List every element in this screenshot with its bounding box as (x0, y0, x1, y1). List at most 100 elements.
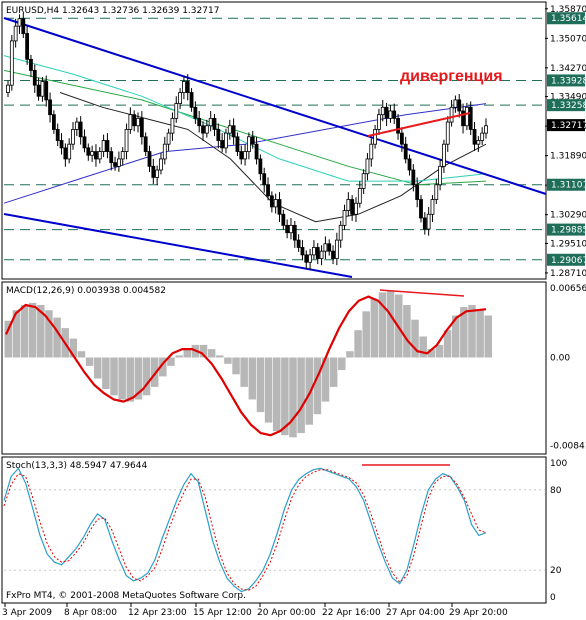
price-tag-label: 1.33258 (551, 101, 586, 111)
macd-bar (411, 319, 419, 358)
candle-body (384, 106, 389, 119)
candle-body (204, 125, 209, 134)
candle-body (136, 117, 140, 127)
candle-body (334, 239, 339, 259)
macd-bar (378, 292, 387, 358)
candle-body (380, 106, 385, 116)
macd-bar (102, 357, 110, 389)
price-tag-box (547, 253, 585, 266)
candle-body (438, 165, 443, 186)
macd-bar (20, 305, 29, 358)
candle-body (415, 184, 420, 200)
candle-body (354, 202, 358, 215)
price-header: EURUSD,H4 1.32643 1.32736 1.32639 1.3271… (6, 6, 219, 16)
macd-bar (443, 330, 452, 358)
candle-body (442, 143, 446, 167)
price-panel: EURUSD,H4 1.32643 1.32736 1.32639 1.3271… (1, 1, 586, 280)
candle-body (277, 199, 282, 215)
candle-body (350, 199, 355, 215)
price-divergence-line (367, 112, 471, 137)
candle-body (143, 136, 148, 152)
macd-bar (12, 310, 21, 358)
price-tag-box (547, 223, 585, 236)
candle-body (422, 217, 427, 230)
price-tag-box (547, 119, 585, 132)
candlesticks (6, 12, 488, 270)
macd-bar (232, 357, 240, 375)
candle-body (377, 114, 381, 130)
candle-body (147, 151, 152, 167)
candle-body (392, 110, 397, 119)
candle-body (296, 239, 301, 248)
candle-body (388, 110, 393, 119)
candle-body (59, 140, 64, 149)
candle-body (461, 110, 465, 127)
price-tick-label: 1.30290 (550, 211, 586, 221)
candle-body (484, 125, 488, 134)
candle-body (224, 132, 228, 149)
candle-body (220, 140, 225, 149)
stoch-tick-label: 80 (550, 486, 562, 496)
price-tag-box (547, 178, 585, 191)
macd-bar (256, 357, 265, 413)
candle-body (239, 151, 244, 160)
trend-channel (3, 17, 547, 278)
stoch-panel: Stoch(13,3,3) 48.5947 47.9644 100 80 20 0 F… (1, 456, 567, 604)
price-tick-label: 1.34270 (550, 64, 586, 74)
candle-body (185, 81, 190, 93)
candle-body (151, 165, 156, 178)
macd-bar (207, 349, 216, 358)
price-tick-label: 1.31890 (550, 152, 586, 162)
macd-bar (199, 344, 208, 358)
candle-body (250, 136, 255, 145)
candle-body (40, 81, 45, 97)
price-tag-box (547, 74, 585, 87)
macd-bar (476, 309, 484, 358)
stoch-panel-frame (1, 456, 547, 604)
candle-body (430, 199, 435, 215)
candle-body (426, 213, 431, 230)
price-tick-label: 1.33490 (550, 93, 586, 103)
macd-bar (69, 338, 78, 358)
candle-body (208, 117, 213, 127)
candle-body (139, 117, 144, 138)
candle-body (67, 143, 72, 160)
price-tag-box (547, 99, 585, 112)
ma-line-green (3, 69, 487, 186)
candle-body (74, 121, 79, 130)
macd-bar (77, 351, 86, 358)
candle-body (399, 132, 404, 145)
stoch-title: Stoch(13,3,3) 48.5947 47.9644 (6, 461, 147, 471)
candle-body (212, 117, 217, 130)
candle-body (159, 158, 163, 171)
candle-body (312, 247, 316, 256)
macd-bar (272, 357, 281, 431)
candle-body (21, 18, 26, 34)
divergence-annotation: дивергенция (400, 68, 503, 85)
stoch-axis: 100 80 20 0 (550, 459, 567, 603)
macd-bar (167, 357, 175, 366)
candle-body (166, 132, 171, 145)
macd-bar (216, 355, 224, 358)
candle-body (78, 121, 83, 138)
candle-body (258, 158, 263, 175)
macd-bar (240, 357, 248, 387)
macd-axis: 0.00656 0.00 -0.00841 (550, 284, 586, 452)
macd-signal-polyline (5, 295, 487, 437)
candle-body (201, 125, 205, 134)
time-tick-label: 29 Apr 20:00 (449, 608, 508, 618)
macd-panel: MACD(12,26,9) 0.003938 0.004582 0.006560… (1, 281, 586, 455)
candle-body (449, 106, 454, 123)
time-tick-label: 12 Apr 23:00 (128, 608, 187, 618)
candle-body (71, 129, 75, 145)
candle-body (269, 195, 274, 208)
macd-bar (370, 298, 379, 358)
time-axis: 3 Apr 2009 8 Apr 08:00 12 Apr 23:00 15 Apr … (2, 603, 508, 618)
price-tag-label: 1.29885 (551, 226, 586, 236)
candle-body (82, 136, 87, 149)
candle-body (457, 99, 462, 112)
candle-body (109, 151, 114, 164)
candle-body (116, 158, 121, 167)
macd-bar (435, 344, 444, 358)
stoch-tick-label: 20 (550, 566, 562, 576)
